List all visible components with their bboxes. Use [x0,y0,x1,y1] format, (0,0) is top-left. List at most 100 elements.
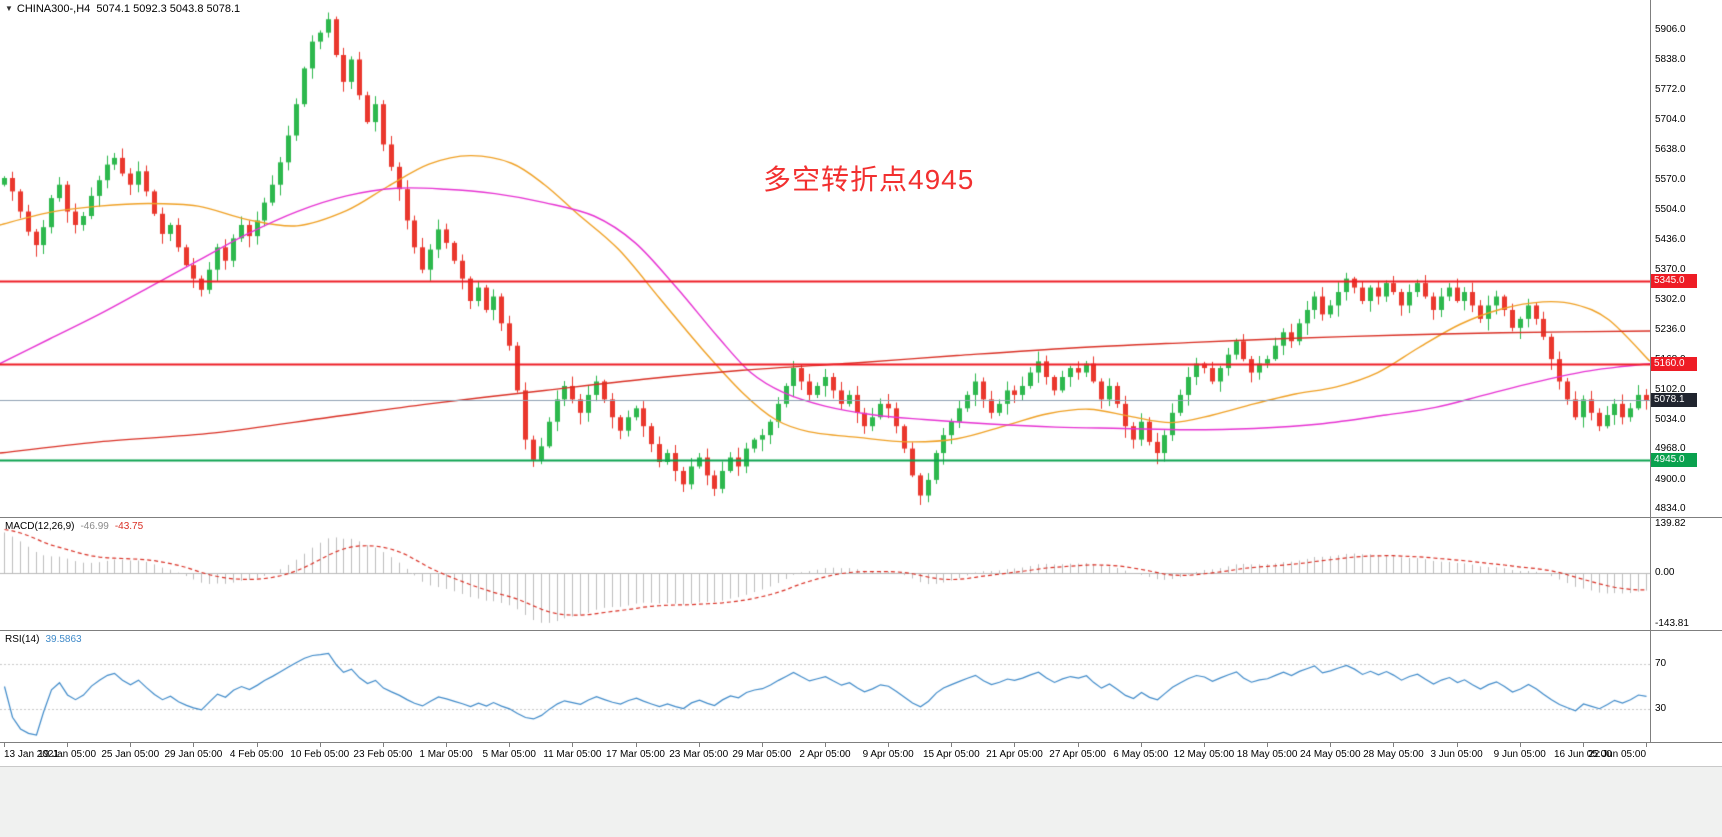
time-axis-tick [67,743,68,747]
symbol-name: CHINA300-,H4 [16,3,91,15]
time-axis-tick [1393,743,1394,747]
rsi-header: RSI(14) 39.5863 [5,634,82,645]
time-axis-tick [1204,743,1205,747]
rsi-panel: RSI(14) 39.5863 70 30 [0,630,1722,742]
price-tick-label: 5236.0 [1655,323,1686,335]
time-axis-label: 18 May 05:00 [1236,749,1298,760]
time-axis-label: 10 Feb 05:00 [290,749,350,760]
rsi-scale[interactable]: 70 30 [1650,631,1722,742]
macd-value-main: -46.99 [80,521,109,532]
time-axis-label: 5 Mar 05:00 [482,749,536,760]
time-axis-tick [446,743,447,747]
time-axis-label: 1 Mar 05:00 [419,749,473,760]
time-axis-label: 22 Jun 05:00 [1588,749,1646,760]
rsi-scale-label: 30 [1655,702,1667,714]
time-axis-tick [130,743,131,747]
time-axis-tick [1457,743,1458,747]
time-axis-tick [1141,743,1142,747]
time-axis-label: 12 May 05:00 [1173,749,1235,760]
time-axis-label: 24 May 05:00 [1299,749,1361,760]
macd-canvas[interactable] [0,518,1650,630]
time-axis-tick [193,743,194,747]
time-axis-label: 15 Apr 05:00 [922,749,980,760]
hline-badge-5345: 5345.0 [1651,273,1697,288]
time-axis-label: 29 Jan 05:00 [164,749,223,760]
price-tick-label: 5772.0 [1655,83,1686,95]
time-axis-tick [1267,743,1268,747]
time-axis-tick [1583,743,1584,747]
time-axis-label: 17 Mar 05:00 [606,749,665,760]
time-axis-tick [1078,743,1079,747]
time-axis-label: 29 Mar 05:00 [732,749,792,760]
price-tick-label: 4834.0 [1655,503,1686,515]
macd-value-signal: -43.75 [114,521,144,532]
annotation-text: 多空转折点4945 [763,164,975,195]
price-tick-label: 4900.0 [1655,473,1686,485]
symbol-ohlc-values: 5074.1 5092.3 5043.8 5078.1 [96,3,241,15]
time-axis-label: 2 Apr 05:00 [799,749,851,760]
expander-icon[interactable]: ▼ [5,4,13,13]
status-strip [0,766,1722,837]
symbol-ohlc-info: ▼ CHINA300-,H4 5074.1 5092.3 5043.8 5078.… [5,3,240,15]
price-scale[interactable]: 5906.0 5838.0 5772.0 5704.0 5638.0 5570.0 5504… [1650,0,1722,517]
price-tick-label: 5302.0 [1655,294,1686,306]
time-axis-tick [257,743,258,747]
price-tick-label: 5906.0 [1655,23,1686,35]
time-axis-label: 6 May 05:00 [1113,749,1169,760]
time-axis-label: 23 Mar 05:00 [669,749,729,760]
rsi-label: RSI(14) [5,634,40,645]
price-chart-canvas[interactable] [0,0,1650,517]
time-axis-label: 4 Feb 05:00 [229,749,284,760]
rsi-canvas[interactable] [0,631,1650,742]
time-axis[interactable]: 13 Jan 2021 19 Jan 05:00 25 Jan 05:00 29 Ja… [0,742,1722,766]
time-axis-tick [636,743,637,747]
price-tick-label: 5570.0 [1655,174,1686,186]
rsi-value: 39.5863 [45,634,82,645]
current-price-badge: 5078.1 [1651,393,1697,408]
time-axis-label: 23 Feb 05:00 [353,749,413,760]
time-axis-tick [4,743,5,747]
time-axis-label: 13 Jan 2021 [4,749,60,760]
time-axis-label: 25 Jan 05:00 [101,749,160,760]
rsi-scale-label: 70 [1655,658,1667,670]
price-chart-panel: ▼ CHINA300-,H4 5074.1 5092.3 5043.8 5078.… [0,0,1722,517]
time-axis-tick [1646,743,1647,747]
time-axis-tick [951,743,952,747]
time-axis-label: 9 Jun 05:00 [1493,749,1546,760]
time-axis-tick [1330,743,1331,747]
macd-label: MACD(12,26,9) [5,521,75,532]
price-tick-label: 5034.0 [1655,413,1686,425]
price-tick-label: 5370.0 [1655,263,1686,275]
time-axis-tick [1520,743,1521,747]
macd-header: MACD(12,26,9) -46.99 -43.75 [5,521,143,532]
macd-panel: MACD(12,26,9) -46.99 -43.75 139.82 0.00 -143… [0,517,1722,630]
time-axis-label: 19 Jan 05:00 [38,749,97,760]
time-axis-tick [1014,743,1015,747]
hline-badge-5160: 5160.0 [1651,356,1697,371]
time-axis-label: 9 Apr 05:00 [862,749,914,760]
time-axis-label: 11 Mar 05:00 [543,749,602,760]
time-axis-tick [572,743,573,747]
price-tick-label: 5838.0 [1655,54,1686,66]
time-axis-label: 28 May 05:00 [1363,749,1424,760]
hline-badge-4945: 4945.0 [1651,452,1697,467]
time-axis-tick [699,743,700,747]
time-axis-label: 16 Jun 05:00 [1553,749,1612,760]
price-tick-label: 4968.0 [1655,443,1686,455]
macd-scale-label: -143.81 [1655,618,1689,630]
price-tick-label: 5102.0 [1655,383,1686,395]
price-tick-label: 5638.0 [1655,143,1686,155]
time-axis-label: 27 Apr 05:00 [1049,749,1106,760]
price-tick-label: 5504.0 [1655,203,1686,215]
macd-scale[interactable]: 139.82 0.00 -143.81 [1650,518,1722,630]
time-axis-tick [509,743,510,747]
time-axis-tick [888,743,889,747]
price-tick-label: 5704.0 [1655,114,1686,126]
time-axis-tick [383,743,384,747]
time-axis-tick [825,743,826,747]
macd-scale-label: 0.00 [1655,567,1675,579]
time-axis-label: 21 Apr 05:00 [986,749,1043,760]
price-tick-label: 5436.0 [1655,234,1686,246]
time-axis-tick [320,743,321,747]
